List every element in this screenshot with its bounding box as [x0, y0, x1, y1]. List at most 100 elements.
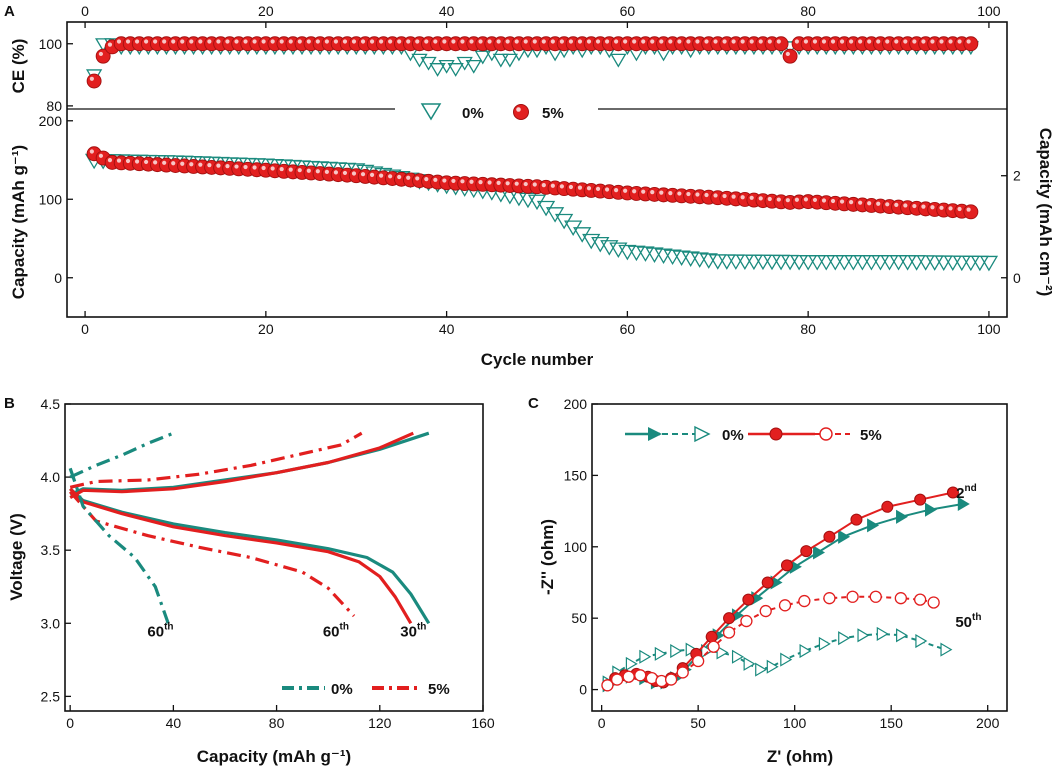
capacity-0pct-point	[789, 254, 809, 271]
nyquist-0pct-50th-point	[838, 631, 851, 646]
nyquist-0pct-50th-point	[639, 649, 652, 664]
nyquist-5pct-50th-point	[622, 670, 635, 683]
tick-label: 200	[976, 715, 1000, 731]
legend-5pct-label: 5%	[428, 681, 450, 698]
nyquist-0pct-50th-point	[654, 646, 667, 661]
legend-5pct-label: 5%	[860, 427, 882, 444]
panel-b-ylabel: Voltage (V)	[7, 513, 26, 601]
panel-c-xlabel: Z' (ohm)	[767, 747, 833, 766]
nyquist-0pct-2nd-point	[867, 518, 880, 533]
nyquist-5pct-50th-point	[778, 599, 792, 612]
nyquist-0pct-50th-point	[818, 636, 831, 651]
tick-label: 80	[269, 715, 285, 731]
nyquist-5pct-50th-point	[869, 590, 882, 603]
curve-0-60th-charge	[69, 431, 174, 479]
capacity-0pct-point	[844, 255, 863, 271]
nyquist-0pct-50th-point	[766, 659, 779, 674]
capacity-0pct-point	[817, 255, 836, 271]
capacity-0pct-point	[925, 255, 944, 271]
tick-label: 40	[439, 3, 455, 19]
nyquist-5pct-50th-point	[692, 654, 705, 668]
tick-label: 150	[880, 715, 904, 731]
nyquist-0pct-2nd-point	[957, 496, 970, 512]
capacity-0pct-point	[889, 255, 908, 271]
ce-0pct-point	[438, 59, 455, 74]
ce-5pct-point	[773, 36, 789, 52]
tick-label: 0	[579, 682, 587, 698]
capacity-0pct-point	[735, 254, 755, 271]
nyquist-0pct-50th-point	[896, 628, 909, 643]
tick-label: 200	[564, 396, 588, 412]
panel-b-xlabel: Capacity (mAh g⁻¹)	[197, 747, 351, 766]
nyquist-0pct-2nd-point	[924, 502, 937, 517]
capacity-0pct-point	[591, 236, 610, 253]
nyquist-0pct-50th-point	[799, 643, 812, 659]
tick-label: 3.5	[41, 542, 61, 558]
legend-0pct-filled-marker	[648, 427, 662, 441]
panel-c-yticks: 0 50 100 150 200	[564, 396, 598, 698]
panel-a-frame	[66, 21, 1008, 318]
tick-label: 100	[39, 191, 63, 207]
legend-0pct-marker	[420, 103, 442, 121]
capacity-0pct-point	[871, 255, 890, 271]
nyquist-0pct-50th-point	[731, 649, 744, 664]
nyquist-5pct-50th-point	[759, 604, 772, 618]
panel-a-capacity-ylabel: Capacity (mAh g⁻¹)	[9, 145, 28, 299]
tick-label: 100	[39, 36, 63, 52]
capacity-5pct-point	[963, 204, 979, 220]
capacity-0pct-point	[708, 254, 727, 270]
capacity-0pct-point	[726, 254, 745, 270]
cycle-annotation: 30th	[400, 621, 426, 640]
nyquist-0pct-50th-point	[876, 626, 889, 641]
legend-5pct-marker	[513, 104, 529, 120]
tick-label: 100	[564, 539, 588, 555]
tick-label: 80	[800, 321, 816, 337]
tick-label: 120	[368, 715, 392, 731]
tick-label: 0	[54, 270, 62, 286]
capacity-0pct-point	[771, 254, 791, 271]
nyquist-5pct-2nd-point	[761, 576, 774, 589]
curve-0-30th-charge	[69, 431, 430, 497]
nyquist-5pct-2nd-point	[742, 593, 755, 606]
tick-label: 80	[46, 98, 62, 114]
tick-label: 0	[1013, 270, 1021, 286]
legend-0pct-open-marker	[694, 425, 711, 443]
capacity-0pct-point	[808, 255, 827, 271]
tick-label: 4.5	[41, 396, 61, 412]
panel-a-capacity-y2label: Capacity (mAh cm⁻²)	[1036, 128, 1054, 297]
curve-5-30th-discharge	[69, 487, 413, 625]
ce-0pct-point	[492, 53, 509, 68]
panel-a-capacity-y2ticks: 02	[1001, 168, 1021, 286]
capacity-0pct-point	[744, 254, 764, 271]
panel-c-marks	[601, 486, 970, 693]
tick-label: 100	[783, 715, 807, 731]
nyquist-5pct-50th-point	[913, 593, 927, 606]
nyquist-line	[606, 632, 946, 684]
legend-5pct-open-marker	[819, 427, 833, 441]
nyquist-0pct-50th-point	[780, 652, 793, 667]
legend-0pct-label: 0%	[462, 105, 484, 122]
capacity-0pct-point	[618, 244, 637, 261]
panel-a-capacity-yticks: 0 100 200	[39, 113, 73, 286]
nyquist-0pct-50th-point	[857, 628, 870, 643]
tick-label: 160	[471, 715, 495, 731]
capacity-0pct-point	[961, 255, 980, 272]
nyquist-5pct-50th-point	[676, 666, 689, 679]
nyquist-5pct-50th-point	[798, 594, 811, 608]
capacity-0pct-point	[753, 254, 773, 271]
nyquist-5pct-2nd-point	[914, 493, 927, 506]
panel-a-legend: 0% 5%	[420, 103, 564, 122]
panel-b-legend: 0% 5%	[282, 681, 450, 698]
nyquist-5pct-50th-point	[707, 640, 720, 653]
tick-label: 200	[39, 113, 63, 129]
panel-b-yticks: 2.5 3.0 3.5 4.0 4.5	[41, 396, 71, 704]
tick-label: 80	[800, 3, 816, 19]
panel-a-capacity-marks	[84, 146, 999, 272]
capacity-0pct-point	[880, 255, 899, 271]
nyquist-5pct-2nd-point	[800, 545, 813, 558]
nyquist-5pct-2nd-point	[946, 486, 959, 499]
panel-a-bottom-ticks: 0 20 40 60 80 100	[81, 311, 1001, 337]
tick-label: 0	[81, 3, 89, 19]
tick-label: 3.0	[41, 615, 61, 631]
